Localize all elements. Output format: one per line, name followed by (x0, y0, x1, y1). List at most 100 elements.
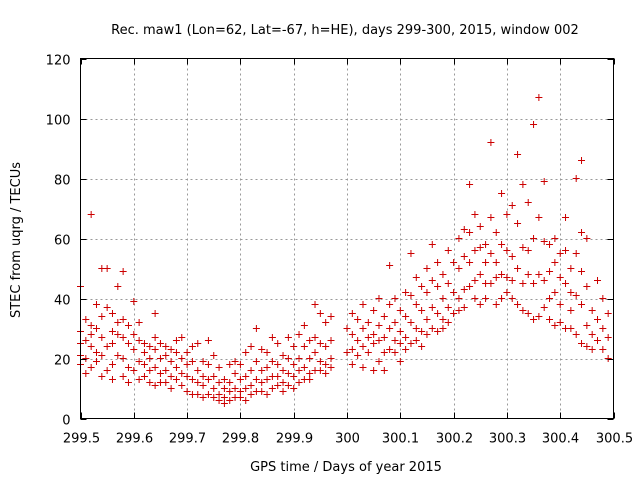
data-point (263, 349, 271, 356)
data-point (583, 343, 591, 350)
data-point (268, 385, 276, 392)
data-point (204, 391, 212, 398)
data-point (423, 289, 431, 296)
data-point (482, 259, 490, 266)
data-point (236, 388, 244, 395)
data-point (108, 361, 116, 368)
data-point (535, 313, 543, 320)
x-tick-label: 299.5 (63, 432, 100, 447)
data-point (546, 241, 554, 248)
data-point (183, 373, 191, 380)
data-point (455, 295, 463, 302)
data-point (556, 250, 564, 257)
data-point (492, 229, 500, 236)
data-point (476, 301, 484, 308)
data-point (119, 268, 127, 275)
data-point (204, 361, 212, 368)
data-point (87, 343, 95, 350)
data-point (354, 337, 362, 344)
data-point (279, 367, 287, 374)
data-point (498, 295, 506, 302)
data-point (108, 310, 116, 317)
data-point (455, 307, 463, 314)
data-point (284, 370, 292, 377)
data-point (503, 211, 511, 218)
data-point (258, 367, 266, 374)
data-point (258, 388, 266, 395)
data-point (210, 373, 218, 380)
y-tick-label: 80 (54, 174, 71, 189)
data-point (562, 280, 570, 287)
data-point (578, 340, 586, 347)
data-point (156, 355, 164, 362)
data-point (434, 283, 442, 290)
x-tick-label: 299.9 (276, 432, 313, 447)
data-point (103, 343, 111, 350)
data-point (210, 385, 218, 392)
y-tick-label: 0 (62, 414, 70, 429)
data-point (540, 304, 548, 311)
data-point (295, 367, 303, 374)
data-point (503, 274, 511, 281)
data-point (599, 325, 607, 332)
data-point (412, 301, 420, 308)
data-point (482, 241, 490, 248)
data-point (268, 358, 276, 365)
data-point (290, 385, 298, 392)
data-point (226, 388, 234, 395)
data-point (124, 322, 132, 329)
data-point (103, 367, 111, 374)
data-point (348, 310, 356, 317)
data-point (471, 211, 479, 218)
data-point (98, 373, 106, 380)
data-point (274, 382, 282, 389)
data-point (567, 325, 575, 332)
data-point (172, 337, 180, 344)
data-point (87, 331, 95, 338)
data-point (476, 223, 484, 230)
data-point (178, 355, 186, 362)
data-point (450, 289, 458, 296)
data-point (82, 337, 90, 344)
data-point (258, 379, 266, 386)
data-point (364, 334, 372, 341)
data-point (274, 340, 282, 347)
data-point (172, 364, 180, 371)
data-point (348, 361, 356, 368)
data-point (263, 391, 271, 398)
data-point (492, 259, 500, 266)
data-point (87, 211, 95, 218)
data-point (364, 319, 372, 326)
data-point (535, 214, 543, 221)
data-point (242, 385, 250, 392)
data-point (167, 346, 175, 353)
data-point (178, 370, 186, 377)
data-point (530, 121, 538, 128)
data-point (487, 280, 495, 287)
data-point (466, 181, 474, 188)
data-point (311, 349, 319, 356)
data-point (370, 331, 378, 338)
data-point (428, 325, 436, 332)
data-point (92, 301, 100, 308)
data-point (359, 301, 367, 308)
data-point (119, 334, 127, 341)
data-point (247, 391, 255, 398)
data-point (434, 310, 442, 317)
data-point (514, 301, 522, 308)
data-point (188, 376, 196, 383)
data-point (466, 259, 474, 266)
data-point (567, 307, 575, 314)
data-point (316, 310, 324, 317)
data-point (418, 307, 426, 314)
data-point (124, 364, 132, 371)
data-point (247, 343, 255, 350)
x-tick-label: 299.6 (116, 432, 153, 447)
data-point (114, 331, 122, 338)
data-point (578, 157, 586, 164)
data-point (503, 289, 511, 296)
x-axis-label: GPS time / Days of year 2015 (250, 460, 442, 475)
data-point (588, 346, 596, 353)
data-point (460, 253, 468, 260)
data-point (514, 220, 522, 227)
